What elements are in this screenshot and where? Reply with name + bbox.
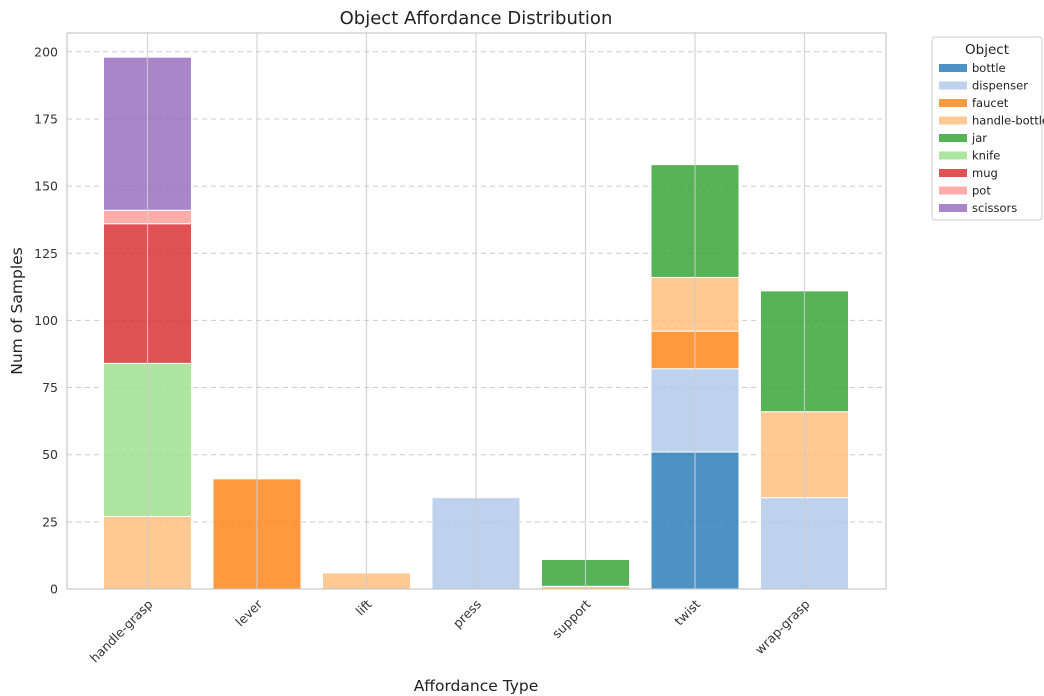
legend-label-dispenser: dispenser xyxy=(972,79,1028,93)
legend-label-jar: jar xyxy=(971,131,987,145)
plot-frame xyxy=(66,32,887,590)
legend: Object bottle dispenser faucet handle-bottl… xyxy=(931,36,1044,221)
y-tick-label: 25 xyxy=(42,514,58,529)
legend-label-scissors: scissors xyxy=(972,201,1017,215)
x-tick-label: wrap-grasp xyxy=(752,596,813,657)
legend-swatch-bottle xyxy=(939,64,967,72)
legend-swatch-mug xyxy=(939,169,967,177)
legend-swatch-jar xyxy=(939,134,967,142)
legend-title: Object xyxy=(965,42,1009,58)
x-tick-label: lift xyxy=(353,596,375,618)
legend-swatch-dispenser xyxy=(939,81,967,90)
legend-swatch-faucet xyxy=(939,99,967,107)
x-tick-label: twist xyxy=(671,596,703,628)
x-tick-label: support xyxy=(549,596,594,641)
x-tick-label: lever xyxy=(232,596,265,629)
chart-title: Object Affordance Distribution xyxy=(340,8,613,29)
y-tick-label: 75 xyxy=(42,380,58,395)
legend-swatch-handle-bottle xyxy=(939,116,967,125)
x-tick-label: handle-grasp xyxy=(87,596,156,665)
legend-label-mug: mug xyxy=(972,166,998,180)
legend-label-knife: knife xyxy=(972,149,1000,163)
y-tick-label: 200 xyxy=(34,44,58,59)
y-axis-ticks: 0 25 50 75 100 125 150 175 200 xyxy=(34,44,58,596)
y-axis-label: Num of Samples xyxy=(8,247,26,375)
legend-label-pot: pot xyxy=(972,184,991,198)
y-tick-label: 100 xyxy=(34,313,58,328)
y-tick-label: 0 xyxy=(50,582,58,597)
y-tick-label: 150 xyxy=(34,179,58,194)
x-axis-ticks: handle-grasp lever lift press support twist wr… xyxy=(87,596,813,665)
legend-label-handle-bottle: handle-bottle xyxy=(972,114,1044,128)
y-tick-label: 125 xyxy=(34,246,58,261)
vertical-grid xyxy=(146,33,806,589)
legend-swatch-scissors xyxy=(939,204,967,212)
legend-swatch-pot xyxy=(939,186,967,195)
x-axis-label: Affordance Type xyxy=(414,677,539,695)
legend-label-bottle: bottle xyxy=(972,61,1006,75)
legend-swatch-knife xyxy=(939,151,967,160)
y-tick-label: 50 xyxy=(42,447,58,462)
y-tick-label: 175 xyxy=(34,111,58,126)
x-tick-label: press xyxy=(450,597,484,631)
legend-label-faucet: faucet xyxy=(972,96,1009,110)
